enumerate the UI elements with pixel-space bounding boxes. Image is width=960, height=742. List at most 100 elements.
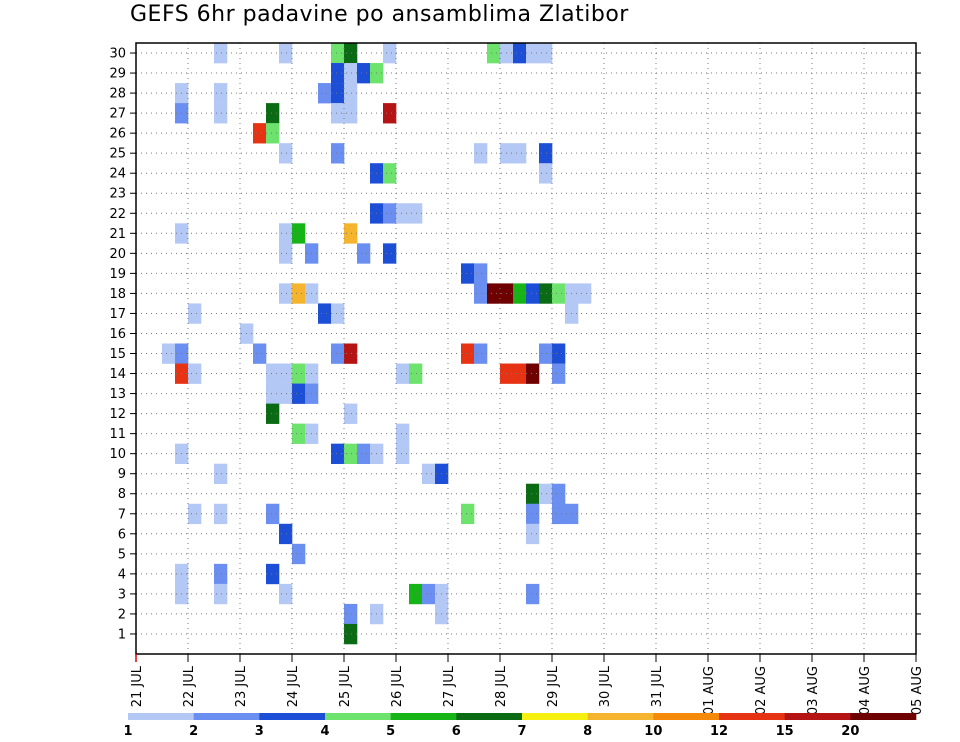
heatmap-cell <box>318 83 332 104</box>
heatmap-cell <box>188 503 202 525</box>
legend-label: 3 <box>255 724 264 739</box>
y-tick-label: 30 <box>109 47 126 62</box>
x-tick-label: 23 JUL <box>234 665 249 707</box>
x-tick-label: 30 JUL <box>598 665 613 707</box>
heatmap-cell <box>331 303 345 324</box>
legend-label: 7 <box>517 724 526 739</box>
heatmap-cell <box>539 143 553 164</box>
x-tick-label: 28 JUL <box>494 665 509 707</box>
heatmap-cell <box>526 363 540 384</box>
heatmap-cell <box>474 143 488 164</box>
heatmap-cell <box>279 283 293 304</box>
heatmap-cell <box>526 43 540 64</box>
y-tick-label: 9 <box>118 467 126 482</box>
y-tick-label: 20 <box>109 247 126 262</box>
y-tick-label: 19 <box>109 267 126 282</box>
x-tick-label: 03 AUG <box>806 666 821 715</box>
heatmap-cell <box>357 63 371 84</box>
heatmap-cell <box>292 423 306 444</box>
y-tick-label: 10 <box>109 447 126 462</box>
y-tick-label: 14 <box>109 367 126 382</box>
heatmap-cell <box>279 363 293 384</box>
heatmap-cell <box>526 483 540 505</box>
heatmap-cell <box>331 443 345 464</box>
heatmap-cell <box>396 363 410 384</box>
heatmap-cells <box>162 43 592 645</box>
y-tick-label: 26 <box>109 127 126 142</box>
heatmap-cell <box>292 283 306 304</box>
x-tick-label: 25 JUL <box>338 665 353 707</box>
heatmap-cell <box>552 363 566 384</box>
legend-label: 15 <box>776 724 794 739</box>
heatmap-cell <box>409 363 423 384</box>
y-tick-label: 6 <box>118 527 126 542</box>
x-tick-label: 31 JUL <box>650 665 665 707</box>
heatmap-cell <box>344 43 358 64</box>
y-tick-label: 25 <box>109 147 126 162</box>
x-tick-label: 02 AUG <box>754 666 769 715</box>
legend-label: 20 <box>841 724 859 739</box>
heatmap-cell <box>344 343 358 364</box>
heatmap-cell <box>292 383 306 404</box>
heatmap-cell <box>422 583 436 605</box>
heatmap-cell <box>292 363 306 384</box>
heatmap-cell <box>279 223 293 244</box>
heatmap-cell <box>396 203 410 224</box>
heatmap-cell <box>214 103 228 124</box>
heatmap-cell <box>266 503 280 525</box>
heatmap-cell <box>214 583 228 605</box>
gridlines <box>136 43 916 654</box>
y-tick-label: 2 <box>118 607 126 622</box>
x-tick-label: 05 AUG <box>910 666 925 715</box>
heatmap-cell <box>383 163 397 184</box>
x-tick-label: 04 AUG <box>858 666 873 715</box>
legend-swatch <box>653 713 720 720</box>
x-tick-label: 01 AUG <box>702 666 717 715</box>
y-tick-label: 3 <box>118 587 126 602</box>
heatmap-cell <box>162 343 176 364</box>
heatmap-cell <box>552 283 566 304</box>
heatmap-cell <box>279 523 293 545</box>
heatmap-cell <box>383 243 397 264</box>
heatmap-cell <box>188 363 202 384</box>
y-tick-label: 27 <box>109 107 126 122</box>
y-tick-label: 18 <box>109 287 126 302</box>
y-tick-label: 28 <box>109 87 126 102</box>
heatmap-cell <box>292 223 306 244</box>
heatmap-cell <box>539 283 553 304</box>
heatmap-cell <box>461 503 475 525</box>
legend-swatch <box>850 713 917 720</box>
heatmap-cell <box>344 443 358 464</box>
heatmap-cell <box>422 463 436 485</box>
x-tick-label: 22 JUL <box>182 665 197 707</box>
legend-swatch <box>587 713 654 720</box>
heatmap-cell <box>357 243 371 264</box>
legend-swatch <box>784 713 851 720</box>
heatmap-cell <box>539 343 553 364</box>
heatmap-cell <box>331 83 345 104</box>
heatmap-cell <box>266 103 280 124</box>
heatmap-cell <box>539 483 553 505</box>
heatmap-cell <box>253 123 267 144</box>
legend-swatch <box>128 713 194 720</box>
chart-title: GEFS 6hr padavine po ansamblima Zlatibor <box>130 2 629 27</box>
heatmap-cell <box>539 163 553 184</box>
heatmap-cell <box>279 583 293 605</box>
heatmap-cell <box>214 563 228 585</box>
heatmap-cell <box>513 43 527 64</box>
y-tick-label: 5 <box>118 547 126 562</box>
heatmap-cell <box>409 583 423 605</box>
heatmap-cell <box>318 303 332 324</box>
heatmap-cell <box>552 343 566 364</box>
legend-swatch <box>390 713 457 720</box>
heatmap-cell <box>487 43 501 64</box>
heatmap-cell <box>279 43 293 64</box>
heatmap-cell <box>474 283 488 304</box>
heatmap-cell <box>331 343 345 364</box>
y-tick-label: 29 <box>109 67 126 82</box>
y-tick-label: 15 <box>109 347 126 362</box>
legend-label: 12 <box>710 724 728 739</box>
legend-label: 4 <box>320 724 329 739</box>
heatmap-cell <box>383 203 397 224</box>
